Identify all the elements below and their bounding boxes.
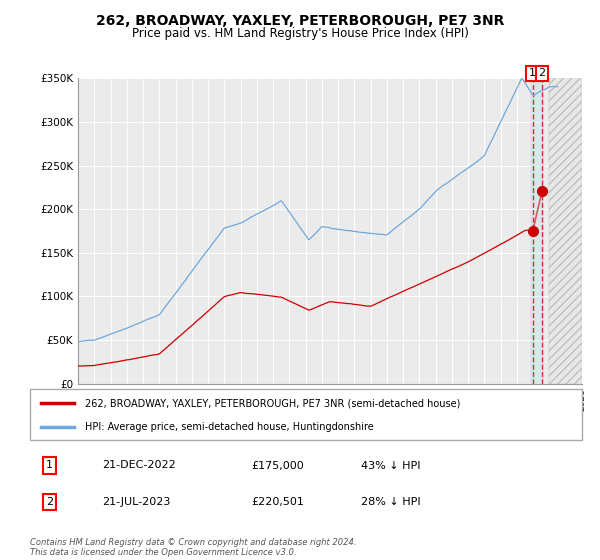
Bar [550, 78, 582, 384]
Text: Price paid vs. HM Land Registry's House Price Index (HPI): Price paid vs. HM Land Registry's House … [131, 27, 469, 40]
Text: 2: 2 [538, 68, 545, 78]
FancyBboxPatch shape [30, 389, 582, 440]
Text: 28% ↓ HPI: 28% ↓ HPI [361, 497, 421, 507]
Text: 43% ↓ HPI: 43% ↓ HPI [361, 460, 421, 470]
Text: 1: 1 [529, 68, 536, 78]
Text: 262, BROADWAY, YAXLEY, PETERBOROUGH, PE7 3NR (semi-detached house): 262, BROADWAY, YAXLEY, PETERBOROUGH, PE7… [85, 398, 461, 408]
Text: 1: 1 [46, 460, 53, 470]
Text: 21-JUL-2023: 21-JUL-2023 [102, 497, 170, 507]
Bar [530, 78, 544, 384]
Text: £220,501: £220,501 [251, 497, 304, 507]
Text: 2: 2 [46, 497, 53, 507]
Text: 21-DEC-2022: 21-DEC-2022 [102, 460, 176, 470]
Text: HPI: Average price, semi-detached house, Huntingdonshire: HPI: Average price, semi-detached house,… [85, 422, 374, 432]
Text: 262, BROADWAY, YAXLEY, PETERBOROUGH, PE7 3NR: 262, BROADWAY, YAXLEY, PETERBOROUGH, PE7… [96, 14, 504, 28]
Text: Contains HM Land Registry data © Crown copyright and database right 2024.
This d: Contains HM Land Registry data © Crown c… [30, 538, 356, 557]
Text: £175,000: £175,000 [251, 460, 304, 470]
